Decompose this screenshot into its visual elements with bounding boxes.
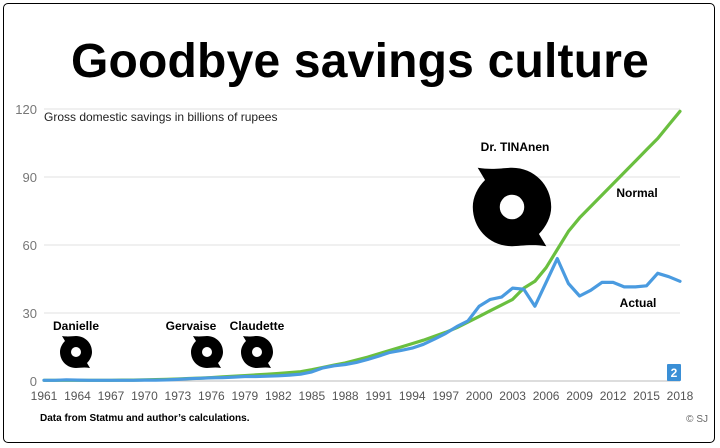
- x-tick-label: 1985: [298, 389, 325, 403]
- annotation-label: Claudette: [230, 319, 285, 333]
- hurricane-eye: [499, 194, 525, 220]
- x-tick-label: 1967: [98, 389, 125, 403]
- x-tick-label: 2003: [499, 389, 526, 403]
- hurricane-icon: [191, 336, 223, 368]
- series-lines: [42, 109, 682, 382]
- x-tick-label: 1997: [432, 389, 459, 403]
- y-tick-label: 0: [30, 374, 37, 389]
- x-tick-label: 1976: [198, 389, 225, 403]
- badge-number: 2: [671, 366, 678, 380]
- x-tick-label: 1988: [332, 389, 359, 403]
- badge-box: [667, 364, 681, 381]
- y-tick-label: 30: [23, 306, 37, 321]
- x-tick-label: 1991: [365, 389, 392, 403]
- annotation-label: Gervaise: [166, 319, 217, 333]
- annotation-label: Danielle: [53, 319, 99, 333]
- hurricane-icon: [60, 336, 92, 368]
- x-tick-label: 2009: [566, 389, 593, 403]
- y-axis-ticks: 0 30 60 90 120: [15, 102, 37, 389]
- series-line-normal: [42, 109, 682, 382]
- hurricane-eye: [252, 347, 262, 357]
- chart-frame: [3, 3, 715, 443]
- grid-lines: [44, 108, 680, 382]
- x-tick-label: 1979: [231, 389, 258, 403]
- hurricane-annotations: Danielle Gervaise Claudette Dr. TINAnen: [53, 140, 552, 368]
- annotation-label: Dr. TINAnen: [481, 140, 550, 154]
- series-label-normal: Normal: [616, 186, 657, 200]
- hurricane-icon: [472, 167, 552, 247]
- x-tick-label: 2015: [633, 389, 660, 403]
- x-tick-label: 1970: [131, 389, 158, 403]
- x-tick-label: 1973: [165, 389, 192, 403]
- chart-title: Goodbye savings culture: [70, 35, 650, 88]
- y-tick-label: 90: [23, 170, 37, 185]
- x-tick-label: 2012: [600, 389, 627, 403]
- y-tick-label: 120: [15, 102, 37, 117]
- series-labels: Normal Actual: [616, 186, 657, 310]
- series-label-actual: Actual: [620, 296, 657, 310]
- x-tick-label: 1961: [31, 389, 58, 403]
- author-credit: © SJ: [686, 414, 708, 425]
- series-line-actual: [42, 257, 682, 382]
- hurricane-icon: [241, 336, 273, 368]
- x-tick-label: 1964: [64, 389, 91, 403]
- x-tick-label: 2000: [466, 389, 493, 403]
- chart-subtitle: Gross domestic savings in billions of ru…: [44, 110, 277, 124]
- x-tick-label: 1994: [399, 389, 426, 403]
- x-tick-label: 2006: [533, 389, 560, 403]
- x-tick-label: 1982: [265, 389, 292, 403]
- x-tick-label: 2018: [667, 389, 694, 403]
- y-tick-label: 60: [23, 238, 37, 253]
- hurricane-eye: [202, 347, 212, 357]
- page-badge: 2: [667, 364, 681, 381]
- hurricane-eye: [71, 347, 81, 357]
- x-axis-ticks: 1961 1964 1967 1970 1973 1976 1979 1982 1985 1988…: [31, 389, 694, 403]
- data-source-note: Data from Statmu and author’s calculatio…: [40, 413, 250, 424]
